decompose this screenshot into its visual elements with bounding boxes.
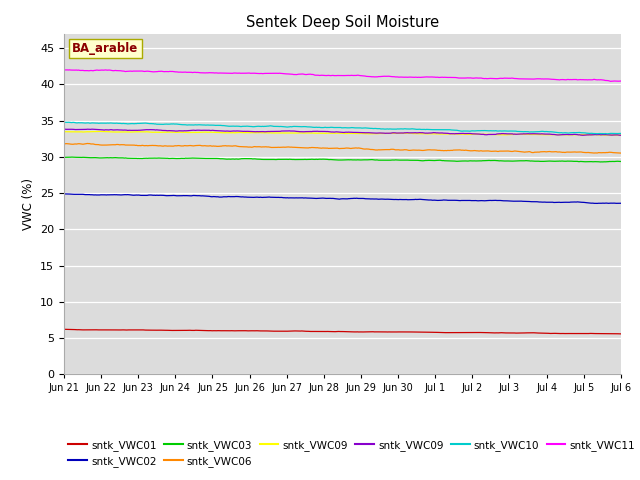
Title: Sentek Deep Soil Moisture: Sentek Deep Soil Moisture	[246, 15, 439, 30]
Text: BA_arable: BA_arable	[72, 42, 139, 55]
Legend: sntk_VWC01, sntk_VWC02, sntk_VWC03, sntk_VWC06, sntk_VWC09, sntk_VWC09, sntk_VWC: sntk_VWC01, sntk_VWC02, sntk_VWC03, sntk…	[64, 436, 639, 471]
Y-axis label: VWC (%): VWC (%)	[22, 178, 35, 230]
